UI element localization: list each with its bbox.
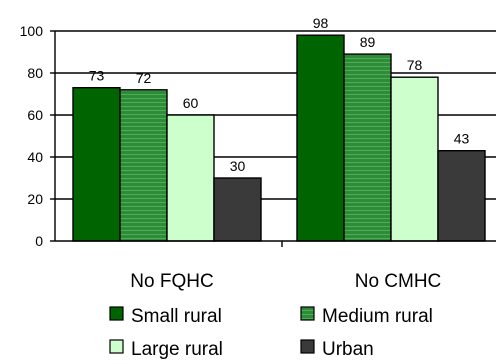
bar-no-fqhc-urban xyxy=(213,177,262,242)
data-label: 72 xyxy=(136,70,152,86)
bar-no-fqhc-medium-rural xyxy=(119,89,168,242)
legend-label: Medium rural xyxy=(322,306,433,327)
y-tick-label: 60 xyxy=(27,107,43,123)
legend-swatch-large-rural xyxy=(109,339,124,354)
data-label: 30 xyxy=(230,158,246,174)
data-label: 89 xyxy=(360,34,376,50)
bar-no-fqhc-large-rural xyxy=(166,114,215,242)
y-tick-label: 20 xyxy=(27,191,43,207)
legend-swatch-medium-rural xyxy=(300,306,315,321)
data-labels: 73 72 60 30 98 89 78 43 xyxy=(89,15,470,174)
bar-no-cmhc-small-rural xyxy=(296,34,345,242)
legend-label: Urban xyxy=(322,339,374,360)
bars-group xyxy=(72,34,486,242)
y-tick-label: 80 xyxy=(27,65,43,81)
legend: Small rural Medium rural Large rural Urban xyxy=(109,306,433,360)
data-label: 78 xyxy=(407,57,423,73)
data-label: 98 xyxy=(313,15,329,31)
y-tick-label: 40 xyxy=(27,149,43,165)
data-label: 60 xyxy=(183,95,199,111)
y-tick-label: 100 xyxy=(20,23,44,39)
legend-label: Small rural xyxy=(131,306,222,327)
data-label: 73 xyxy=(89,68,105,84)
bar-no-cmhc-urban xyxy=(437,149,486,242)
axes: 0 20 40 60 80 100 No FQHC No CMHC xyxy=(20,23,496,292)
legend-swatch-urban xyxy=(300,339,315,354)
category-label: No FQHC xyxy=(130,271,213,292)
legend-swatch-small-rural xyxy=(109,306,124,321)
category-label: No CMHC xyxy=(355,271,442,292)
y-tick-label: 0 xyxy=(35,233,43,249)
bar-no-cmhc-large-rural xyxy=(390,76,439,242)
data-label: 43 xyxy=(454,131,470,147)
bar-no-fqhc-small-rural xyxy=(72,86,121,242)
legend-label: Large rural xyxy=(131,339,223,360)
bar-no-cmhc-medium-rural xyxy=(343,53,392,242)
